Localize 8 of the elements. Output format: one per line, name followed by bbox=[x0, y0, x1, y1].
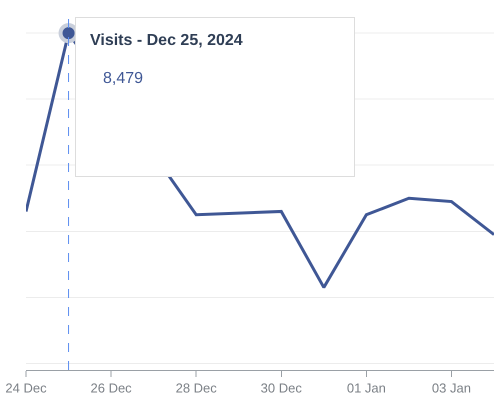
annotation: 8,479 bbox=[103, 70, 144, 87]
x-tick-label: 30 Dec bbox=[260, 380, 302, 396]
x-tick-label: 03 Jan bbox=[432, 380, 471, 396]
x-tick-label: 26 Dec bbox=[90, 380, 132, 396]
annotation: Visits - Dec 25, 2024 bbox=[90, 32, 243, 49]
x-tick-label: 28 Dec bbox=[176, 380, 218, 396]
x-tick-label: 01 Jan bbox=[346, 380, 386, 396]
x-tick-label: 24 Dec bbox=[5, 380, 48, 396]
